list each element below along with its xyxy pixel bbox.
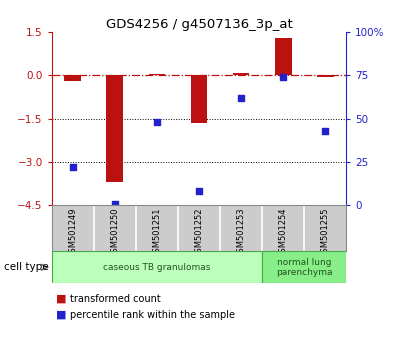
- Text: normal lung
parenchyma: normal lung parenchyma: [276, 258, 332, 277]
- Bar: [52, 251, 262, 283]
- Text: GSM501249: GSM501249: [68, 207, 77, 258]
- Text: cell type: cell type: [4, 262, 49, 272]
- Bar: [64, 75, 81, 81]
- Point: [280, 74, 286, 80]
- Bar: [191, 75, 207, 123]
- Text: transformed count: transformed count: [70, 294, 160, 304]
- Point: [322, 128, 328, 133]
- Bar: [275, 38, 292, 75]
- Bar: [233, 73, 250, 75]
- Bar: [262, 251, 346, 283]
- Bar: [106, 75, 123, 182]
- Point: [154, 119, 160, 125]
- Text: GSM501254: GSM501254: [279, 207, 288, 258]
- Text: ■: ■: [56, 310, 66, 320]
- Bar: [148, 74, 165, 75]
- Title: GDS4256 / g4507136_3p_at: GDS4256 / g4507136_3p_at: [105, 18, 293, 31]
- Point: [70, 164, 76, 170]
- Text: percentile rank within the sample: percentile rank within the sample: [70, 310, 235, 320]
- Bar: [317, 75, 334, 77]
- Text: caseous TB granulomas: caseous TB granulomas: [103, 263, 211, 272]
- Point: [238, 95, 244, 101]
- Point: [196, 189, 202, 194]
- Text: GSM501255: GSM501255: [321, 207, 330, 258]
- Text: GSM501250: GSM501250: [110, 207, 119, 258]
- Point: [112, 201, 118, 206]
- Text: ■: ■: [56, 294, 66, 304]
- Text: GSM501253: GSM501253: [236, 207, 246, 258]
- Text: GSM501251: GSM501251: [152, 207, 162, 258]
- Text: GSM501252: GSM501252: [195, 207, 203, 258]
